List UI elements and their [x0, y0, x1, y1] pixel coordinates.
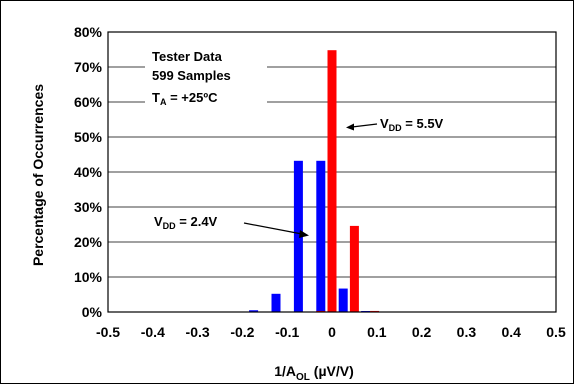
arrow-vdd-5v5	[351, 123, 378, 128]
x-tick-label: -0.3	[186, 324, 210, 340]
x-axis-label: 1/AOL (µV/V)	[274, 363, 354, 383]
arrowhead-vdd-2v4	[299, 230, 309, 238]
y-tick-labels: 0% 10% 20% 30% 40% 50% 60% 70% 80%	[74, 24, 103, 320]
y-tick-label: 30%	[74, 199, 103, 215]
x-tick-label: -0.4	[141, 324, 165, 340]
y-tick-label: 40%	[74, 164, 103, 180]
y-tick-label: 10%	[74, 269, 103, 285]
x-tick-label: 0.4	[501, 324, 521, 340]
x-axis-label-main: 1/A	[274, 363, 296, 379]
x-tick-label: -0.2	[230, 324, 254, 340]
y-tick-label: 80%	[74, 24, 103, 40]
x-tick-label: 0.5	[546, 324, 566, 340]
label-vdd-2v4: VDD = 2.4V	[154, 214, 218, 231]
bar-vdd-2v4	[293, 160, 303, 312]
bar-vdd-5v5	[327, 50, 337, 312]
annotation-temperature: TA = +25ºC	[152, 90, 218, 107]
arrowhead-vdd-5v5	[346, 123, 354, 131]
y-tick-label: 20%	[74, 234, 103, 250]
bar-vdd-5v5	[349, 225, 359, 312]
bars	[249, 50, 380, 312]
bar-vdd-2v4	[316, 160, 326, 312]
label-vdd55-background	[378, 113, 468, 135]
x-tick-label: 0.2	[412, 324, 432, 340]
annotation-tester-data: Tester Data	[152, 49, 223, 64]
y-tick-label: 50%	[74, 129, 103, 145]
arrow-vdd-2v4	[243, 222, 303, 235]
x-tick-label: 0	[328, 324, 336, 340]
label-vdd24-background	[152, 211, 242, 233]
annotation-samples: 599 Samples	[152, 68, 231, 83]
x-axis-label-sub: OL	[296, 372, 310, 383]
bar-vdd-2v4	[271, 293, 281, 312]
bar-vdd-2v4	[338, 288, 348, 312]
x-tick-label: -0.5	[96, 324, 120, 340]
plot-area	[107, 31, 557, 313]
y-axis-label: Percentage of Occurrences	[30, 84, 46, 266]
y-tick-label: 0%	[82, 304, 103, 320]
label-vdd-5v5: VDD = 5.5V	[380, 116, 444, 133]
x-tick-label: 0.3	[457, 324, 477, 340]
x-axis-label-unit: (µV/V)	[310, 363, 354, 379]
x-tick-label: -0.1	[275, 324, 299, 340]
x-tick-label: 0.1	[367, 324, 387, 340]
x-tick-labels: -0.5 -0.4 -0.3 -0.2 -0.1 0 0.1 0.2 0.3 0.4 0.5	[96, 324, 566, 340]
bar-vdd-2v4	[249, 310, 259, 312]
annotation-background	[145, 46, 267, 110]
y-tick-label: 70%	[74, 59, 103, 75]
y-tick-label: 60%	[74, 94, 103, 110]
